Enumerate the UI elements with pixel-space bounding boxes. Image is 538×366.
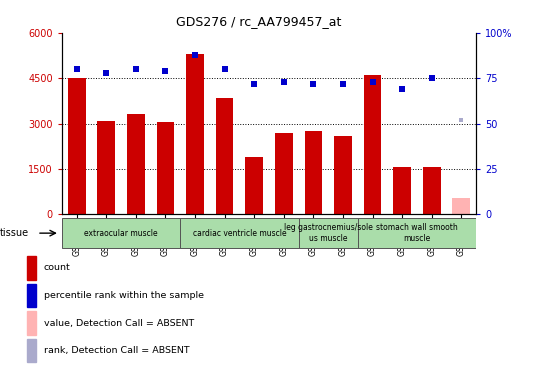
- Point: [457, 117, 465, 123]
- Point: [161, 68, 169, 74]
- Bar: [393, 167, 411, 214]
- Point: [368, 79, 377, 85]
- Point: [398, 86, 406, 92]
- Bar: [26, 256, 36, 280]
- Text: extraocular muscle: extraocular muscle: [84, 229, 158, 238]
- Bar: [157, 122, 174, 214]
- Text: rank, Detection Call = ABSENT: rank, Detection Call = ABSENT: [44, 346, 189, 355]
- Bar: [358, 218, 476, 248]
- Bar: [26, 339, 36, 362]
- Bar: [127, 115, 145, 214]
- Bar: [245, 157, 263, 214]
- Bar: [26, 311, 36, 335]
- Text: percentile rank within the sample: percentile rank within the sample: [44, 291, 204, 300]
- Point: [427, 75, 436, 81]
- Point: [102, 70, 110, 76]
- Text: stomach wall smooth
muscle: stomach wall smooth muscle: [376, 223, 458, 243]
- Point: [309, 81, 317, 87]
- Bar: [364, 75, 381, 214]
- Bar: [423, 167, 441, 214]
- Text: count: count: [44, 264, 70, 272]
- Bar: [275, 132, 293, 214]
- Bar: [62, 218, 180, 248]
- Bar: [186, 54, 204, 214]
- Bar: [180, 218, 299, 248]
- Bar: [334, 136, 352, 214]
- Text: GDS276 / rc_AA799457_at: GDS276 / rc_AA799457_at: [175, 15, 341, 28]
- Point: [220, 66, 229, 72]
- Point: [72, 66, 81, 72]
- Bar: [68, 78, 86, 214]
- Bar: [299, 218, 358, 248]
- Bar: [452, 198, 470, 214]
- Point: [131, 66, 140, 72]
- Text: leg gastrocnemius/sole
us muscle: leg gastrocnemius/sole us muscle: [284, 223, 373, 243]
- Text: cardiac ventricle muscle: cardiac ventricle muscle: [193, 229, 286, 238]
- Bar: [97, 120, 115, 214]
- Text: tissue: tissue: [0, 228, 29, 238]
- Bar: [305, 131, 322, 214]
- Text: value, Detection Call = ABSENT: value, Detection Call = ABSENT: [44, 318, 194, 328]
- Point: [338, 81, 347, 87]
- Bar: [26, 284, 36, 307]
- Point: [250, 81, 258, 87]
- Point: [279, 79, 288, 85]
- Bar: [216, 98, 233, 214]
- Point: [190, 52, 199, 57]
